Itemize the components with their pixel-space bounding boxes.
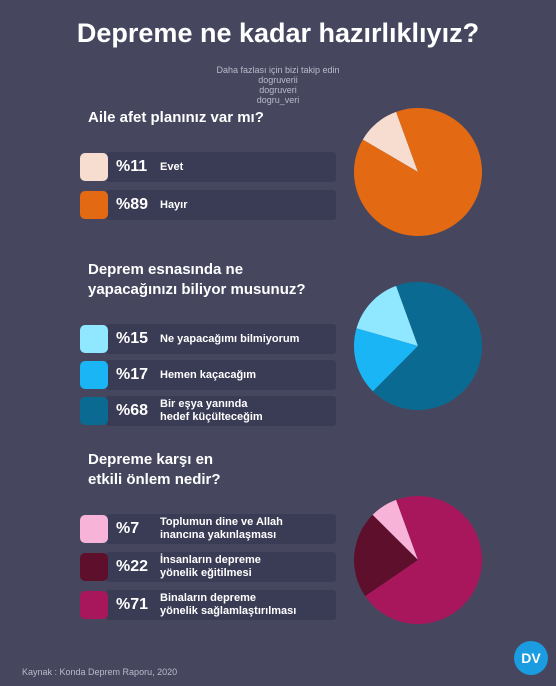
legend-label: Hemen kaçacağım [160,368,256,381]
legend-swatch [80,361,108,389]
pie-slice [372,282,483,411]
pie-slice [372,499,418,560]
legend-box [106,514,336,544]
value-label: %17 [116,366,149,383]
legend-swatch [80,191,108,219]
value-label: %71 [116,596,149,613]
question: Aile afet planınız var mı? [88,109,264,126]
title: Depreme ne kadar hazırlıklıyız? [76,18,480,48]
pie-slice [356,285,418,346]
question: Depreme karşı en etkili önlem nedir? [88,451,221,488]
legend-swatch [80,325,108,353]
legend-box [106,590,336,620]
value-label: %89 [116,196,149,213]
legend-label: Bir eşya yanında hedef küçülteceğim [160,398,263,423]
logo: DV [514,641,548,675]
legend-label: Hayır [160,198,188,211]
legend-box [106,152,336,182]
follow-row: Daha fazlası için bizi takip edin dogruv… [0,55,556,105]
legend-box [106,190,336,220]
legend-box [106,552,336,582]
legend-swatch [80,591,108,619]
pie-slice [354,328,418,392]
instagram: dogruveri [259,85,297,95]
value-label: %15 [116,330,149,347]
legend-swatch [80,397,108,425]
pie-slice [354,108,482,236]
value-label: %68 [116,402,149,419]
pie-slice [354,514,418,597]
pie-slice [362,111,418,172]
value-label: %11 [116,158,148,175]
twitter: dogru_veri [256,95,300,105]
legend-label: Ne yapacağımı bilmiyorum [160,332,300,345]
legend-swatch [80,153,108,181]
legend-box [106,396,336,426]
legend-box [106,360,336,390]
legend-swatch [80,553,108,581]
pie-slice [365,496,482,624]
value-label: %7 [116,520,140,537]
question: Deprem esnasında ne yapacağınızı biliyor… [88,261,306,298]
legend-label: Binaların depreme yönelik sağlamlaştırıl… [160,592,297,617]
legend-box [106,324,336,354]
legend-label: Toplumun dine ve Allah inancına yakınlaş… [160,516,283,541]
source: Kaynak : Konda Deprem Raporu, 2020 [22,667,178,677]
legend-label: İnsanların depreme yönelik eğitilmesi [160,554,261,579]
value-label: %22 [116,558,149,575]
legend-label: Evet [160,160,184,173]
facebook: dogruverii [258,75,298,85]
follow-text: Daha fazlası için bizi takip edin [216,65,340,75]
legend-swatch [80,515,108,543]
